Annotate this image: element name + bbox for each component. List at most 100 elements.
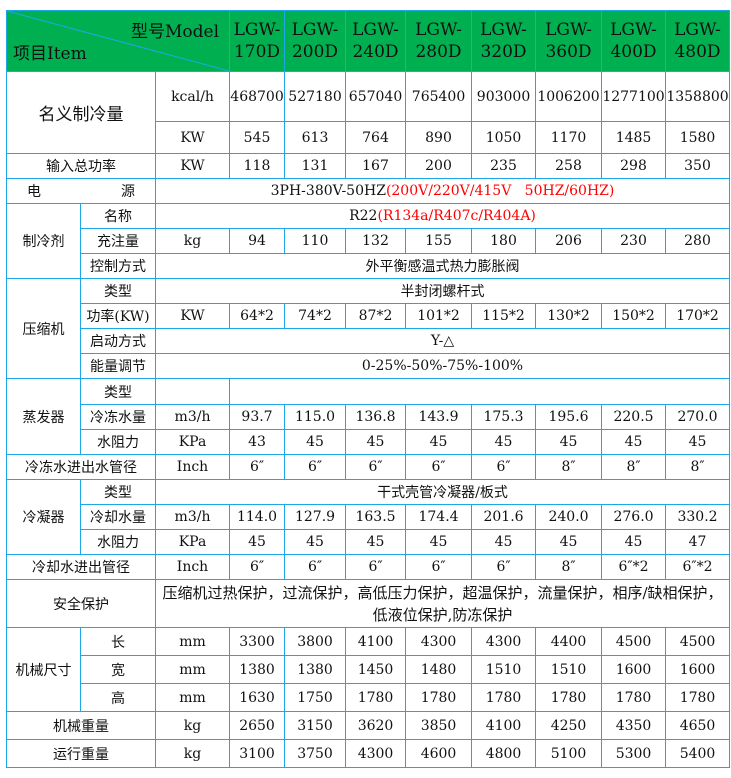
value-cell: 6″: [405, 554, 473, 580]
model-header: LGW-480D: [665, 10, 731, 72]
value-cell: 131: [284, 153, 347, 179]
value-cell: 235: [471, 153, 537, 179]
table-row: 宽 mm 1380 1380 1450 1480 1510 1510 1600 1600: [7, 655, 731, 684]
sub-label: 高: [80, 683, 156, 712]
value-cell: 64*2: [229, 303, 286, 329]
value-cell: 350: [665, 153, 731, 179]
sub-label: 宽: [80, 655, 156, 684]
sub-label: 能量调节: [80, 353, 156, 379]
value-cell: 175.3: [471, 404, 537, 430]
unit-cell: Inch: [154, 554, 231, 580]
value-cell: 101*2: [405, 303, 473, 329]
value-cell: 45: [535, 429, 603, 455]
value-cell: 45: [471, 429, 537, 455]
unit-cell: kg: [154, 228, 231, 254]
sub-label: 类型: [80, 479, 156, 505]
merged-value: R22(R134a/R407c/R404A): [154, 203, 731, 229]
value-cell: 220.5: [601, 404, 667, 430]
value-cell: 4500: [665, 627, 731, 656]
value-cell: 118: [229, 153, 286, 179]
value-cell: 45: [665, 429, 731, 455]
header-row: 型号Model 项目Item LGW-170D LGW-200D LGW-240D L…: [5, 10, 731, 72]
value-cell: 4650: [665, 711, 731, 740]
table-row: 制冷剂 名称 R22(R134a/R407c/R404A): [6, 203, 731, 279]
value-cell: 110: [284, 228, 347, 254]
value-cell: 1580: [665, 121, 731, 154]
value-cell: 180: [471, 228, 537, 254]
value-cell: 1510: [471, 655, 537, 684]
value-cell: 903000: [471, 71, 537, 122]
group-label: 蒸发器: [6, 378, 81, 455]
value-cell: 170*2: [665, 303, 731, 329]
sub-label: 控制方式: [80, 253, 156, 279]
value-cell: 5100: [535, 739, 603, 768]
value-cell: 3850: [405, 711, 473, 740]
spec-table: 型号Model 项目Item LGW-170D LGW-200D LGW-240D L…: [5, 10, 731, 768]
unit-cell: KW: [154, 153, 231, 179]
value-cell: 270.0: [665, 404, 731, 430]
value-cell: 1380: [284, 655, 347, 684]
value-cell: 114.0: [229, 504, 286, 530]
table-row: 水阻力 KPa 43 45 45 45 45 45 45 45: [7, 429, 731, 455]
table-row: 安全保护 压缩机过热保护，过流保护，高低压力保护，超温保护，流量保护，相序/缺相保…: [6, 579, 731, 628]
value-cell: 1170: [535, 121, 603, 154]
value-cell: 45: [345, 429, 407, 455]
table-row: 冷却水进出管径 Inch 6″ 6″ 6″ 6″ 6″ 8″ 6″*2 6″*2: [6, 554, 731, 580]
value-cell: 4800: [471, 739, 537, 768]
model-header: LGW-170D: [229, 10, 286, 72]
value-cell: 201.6: [471, 504, 537, 530]
merged-value: 压缩机过热保护，过流保护，高低压力保护，超温保护，流量保护，相序/缺相保护，低液…: [154, 579, 731, 628]
value-cell: 1006200: [535, 71, 603, 122]
value-cell: 3800: [284, 627, 347, 656]
value-cell: 4500: [601, 627, 667, 656]
value-cell: 132: [345, 228, 407, 254]
value-cell: 1358800: [665, 71, 731, 122]
table-row: 运行重量 kg 3100 3750 4300 4600 4800 5100 5300 5400: [6, 739, 731, 768]
unit-cell: mm: [154, 683, 231, 712]
sub-label: 冷冻水量: [80, 404, 156, 430]
value-cell: 4300: [345, 739, 407, 768]
value-cell: 4300: [471, 627, 537, 656]
value-cell: 4250: [535, 711, 603, 740]
value-cell: 8″: [601, 454, 667, 480]
value-cell: 3750: [284, 739, 347, 768]
table-row: 名义制冷量 kcal/h 468700 527180 657040 765400 90300…: [6, 71, 731, 154]
table-row: 启动方式 Y-△: [7, 328, 731, 354]
value-cell: 6″*2: [665, 554, 731, 580]
model-header: LGW-360D: [535, 10, 603, 72]
row-label: 名义制冷量: [6, 71, 156, 154]
value-cell: 765400: [405, 71, 473, 122]
unit-cell: KPa: [154, 429, 231, 455]
unit-cell: KW: [154, 303, 231, 329]
sub-label: 水阻力: [80, 529, 156, 555]
item-label: 项目Item: [13, 44, 87, 64]
table-row: KW 545 613 764 890 1050 1170 1485 1580: [7, 121, 731, 154]
value-text: 3PH-380V-50HZ: [270, 183, 386, 199]
value-cell: 163.5: [345, 504, 407, 530]
value-cell: 150*2: [601, 303, 667, 329]
row-label: 冷冻水进出水管径: [6, 454, 156, 480]
table-row: 冷却水量 m3/h 114.0 127.9 163.5 174.4 201.6 240.0 27…: [7, 504, 731, 530]
group-label: 冷凝器: [6, 479, 81, 555]
value-cell: 206: [535, 228, 603, 254]
value-cell: 87*2: [345, 303, 407, 329]
value-cell: 4350: [601, 711, 667, 740]
value-cell: 5400: [665, 739, 731, 768]
value-cell: 545: [229, 121, 286, 154]
value-cell: 1277100: [601, 71, 667, 122]
sub-label: 功率(KW): [80, 303, 156, 329]
table-row: 机械重量 kg 2650 3150 3620 3850 4100 4250 4350 4650: [6, 711, 731, 740]
value-cell: 280: [665, 228, 731, 254]
sub-label: 充注量: [80, 228, 156, 254]
table-row: 功率(KW) KW 64*2 74*2 87*2 101*2 115*2 130*2 150*2…: [7, 303, 731, 329]
value-cell: 330.2: [665, 504, 731, 530]
value-cell: 45: [284, 429, 347, 455]
unit-cell: [154, 378, 231, 405]
model-label: 型号Model: [130, 22, 220, 42]
value-cell: 4600: [405, 739, 473, 768]
value-cell: 4400: [535, 627, 603, 656]
value-cell: 1480: [405, 655, 473, 684]
table-row: 水阻力 KPa 45 45 45 45 45 45 45 47: [7, 529, 731, 555]
table-row: 能量调节 0-25%-50%-75%-100%: [7, 353, 731, 379]
value-cell: 130*2: [535, 303, 603, 329]
